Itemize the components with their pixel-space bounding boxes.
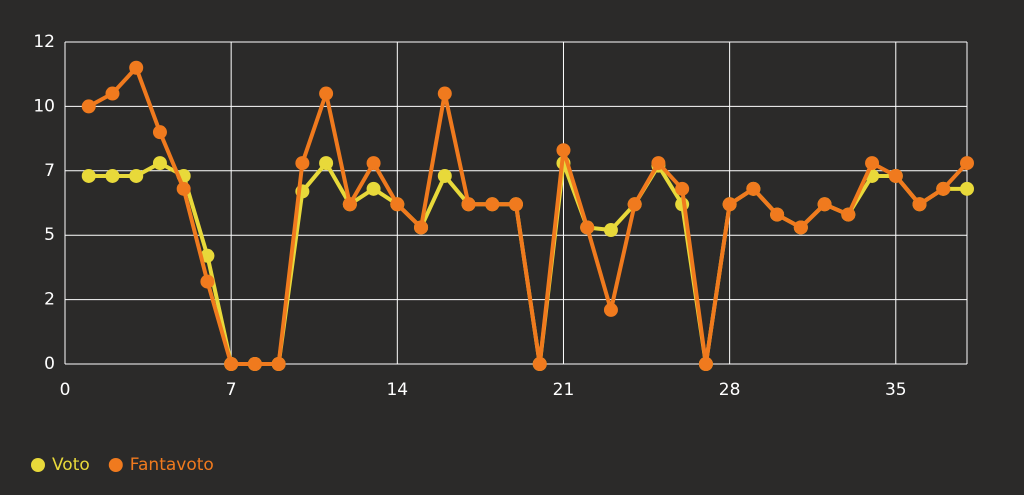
point <box>603 223 618 238</box>
point <box>295 156 310 171</box>
x-tick-label: 7 <box>226 380 237 400</box>
point <box>627 197 642 212</box>
point <box>390 197 405 212</box>
point <box>651 156 666 171</box>
point <box>271 357 286 371</box>
legend-marker <box>108 458 123 472</box>
point <box>770 207 785 222</box>
point <box>129 168 144 183</box>
point <box>105 86 120 101</box>
point <box>509 197 523 212</box>
point <box>793 220 808 235</box>
point <box>366 156 381 171</box>
point <box>366 181 381 196</box>
point <box>200 248 215 263</box>
point <box>342 197 357 212</box>
point <box>556 143 571 158</box>
point <box>603 302 618 317</box>
point <box>152 156 167 171</box>
y-tick-label: 7 <box>44 161 55 181</box>
point <box>437 86 452 101</box>
point <box>105 168 120 183</box>
x-tick-label: 21 <box>553 380 575 400</box>
x-tick-label: 0 <box>60 380 71 400</box>
x-tick-label: 35 <box>885 380 907 400</box>
point <box>865 156 880 171</box>
point <box>580 220 595 235</box>
point <box>176 181 191 196</box>
y-tick-label: 0 <box>44 354 55 374</box>
point <box>414 220 429 235</box>
point <box>152 125 167 140</box>
point <box>912 197 927 212</box>
point <box>319 156 334 171</box>
point <box>224 357 239 371</box>
x-tick-label: 14 <box>386 380 408 400</box>
point <box>129 60 144 75</box>
y-tick-label: 5 <box>44 225 55 245</box>
point <box>841 207 856 222</box>
point <box>936 181 951 196</box>
point <box>81 99 96 114</box>
point <box>722 197 737 212</box>
point <box>319 86 334 101</box>
y-tick-label: 10 <box>33 96 55 116</box>
point <box>247 357 262 371</box>
point <box>437 168 452 183</box>
point <box>200 274 215 289</box>
point <box>746 181 761 196</box>
legend-marker <box>31 458 45 472</box>
point <box>675 181 690 196</box>
point <box>960 156 974 171</box>
point <box>532 357 547 371</box>
y-tick-label: 2 <box>44 290 55 310</box>
point <box>817 197 832 212</box>
y-tick-label: 12 <box>33 32 55 52</box>
point <box>81 168 96 183</box>
point <box>698 357 713 371</box>
point <box>485 197 500 212</box>
point <box>888 168 903 183</box>
x-tick-label: 28 <box>719 380 741 400</box>
point <box>960 181 974 196</box>
legend-label: Voto <box>52 455 90 475</box>
point <box>461 197 476 212</box>
legend-label: Fantavoto <box>130 455 214 475</box>
